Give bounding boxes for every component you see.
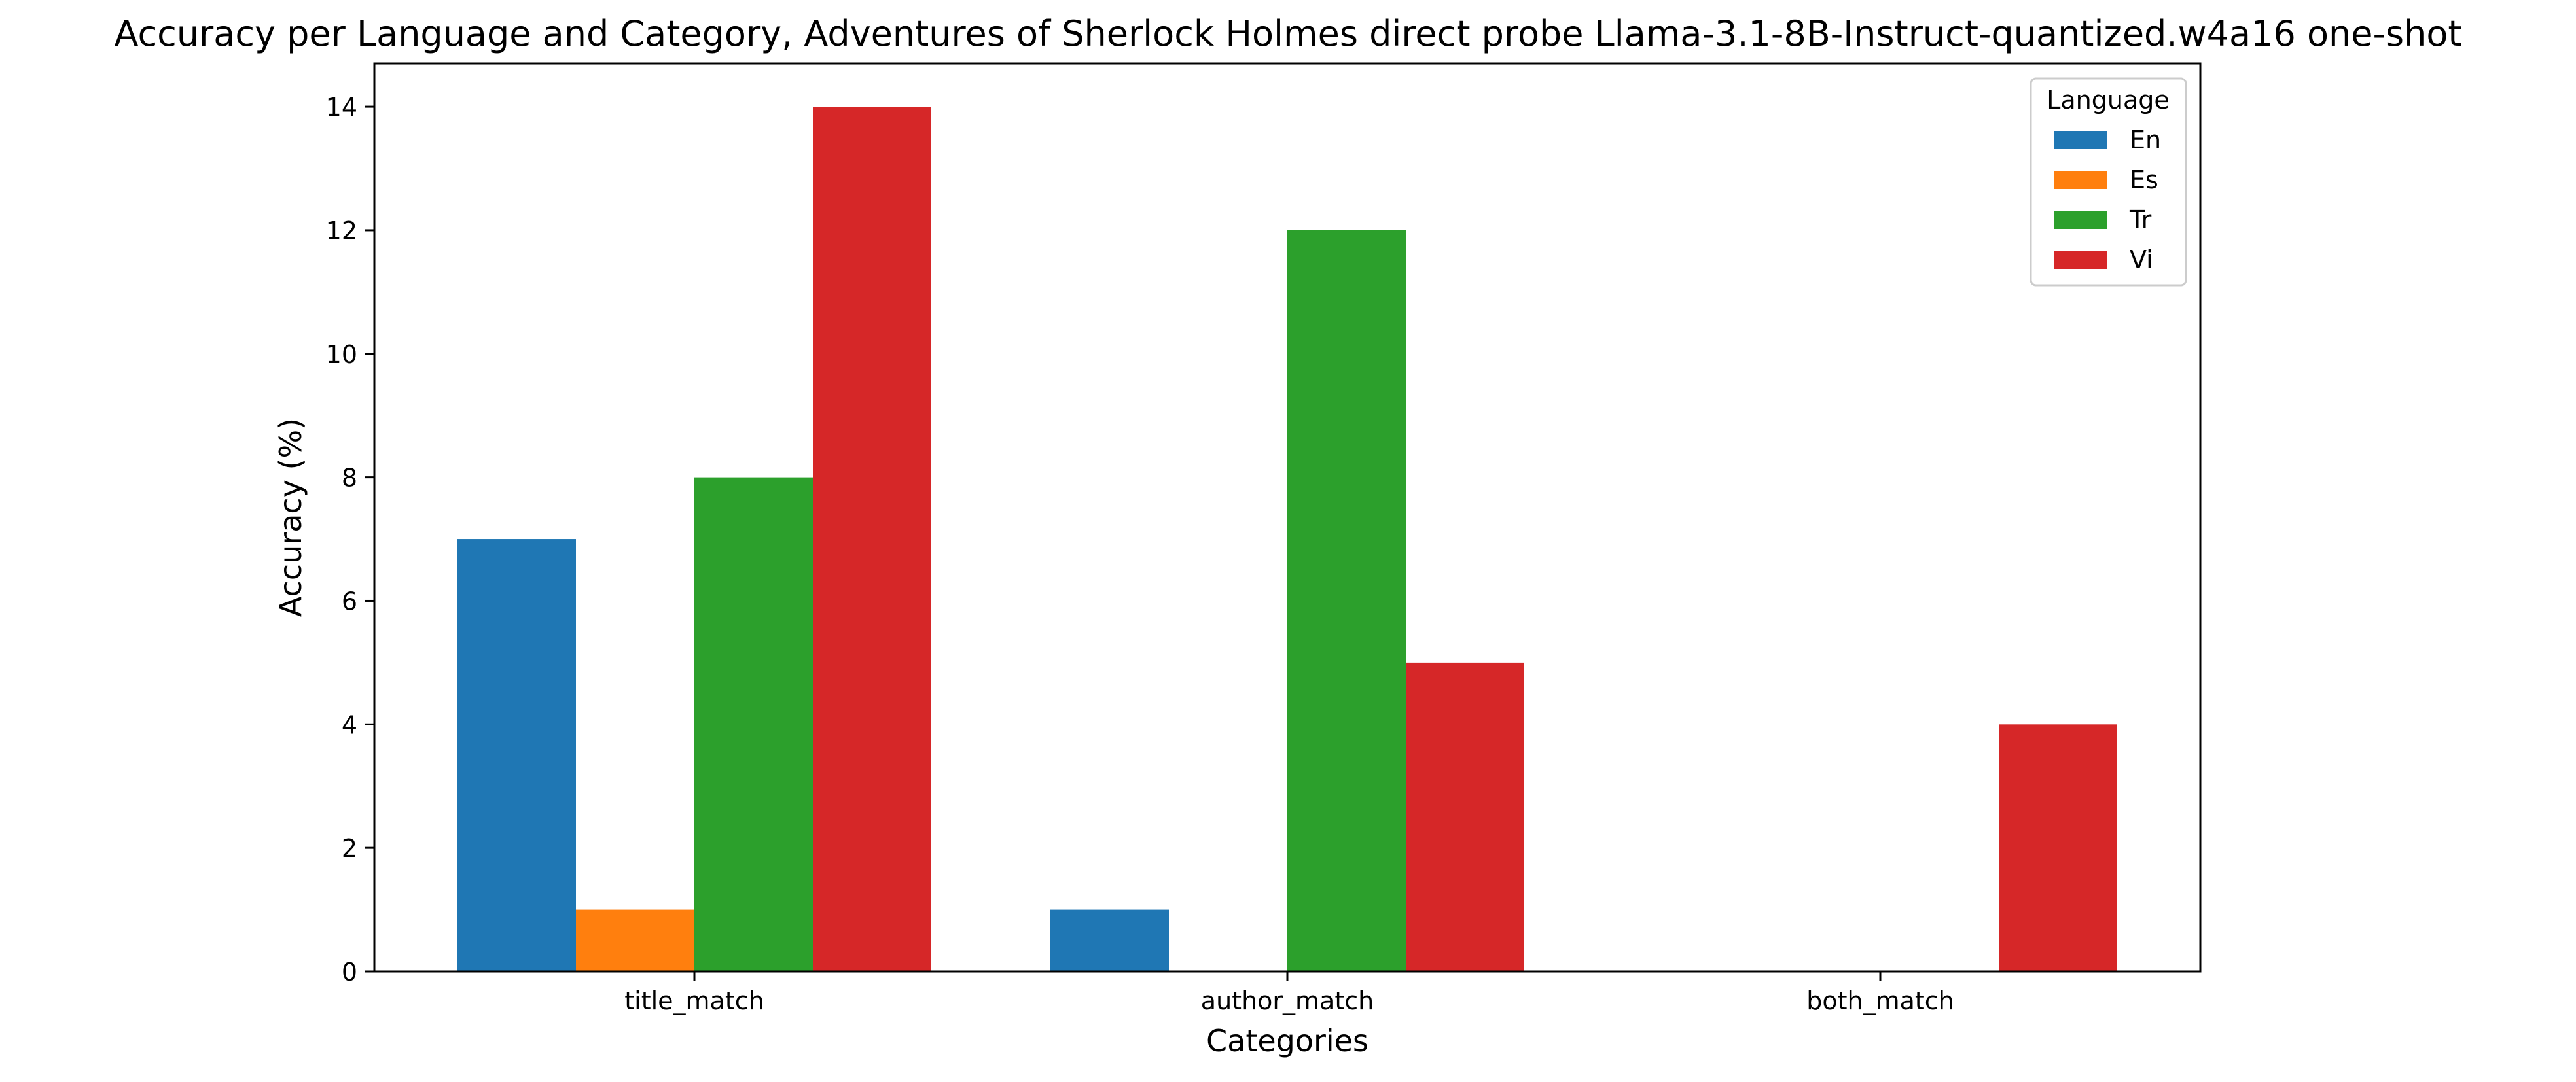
chart-title: Accuracy per Language and Category, Adve… <box>114 13 2461 54</box>
legend: Language En Es Tr Vi <box>2030 77 2187 287</box>
x-tick-label: author_match <box>1201 986 1374 1015</box>
legend-title: Language <box>2047 86 2170 114</box>
x-axis-label: Categories <box>1206 1023 1368 1058</box>
legend-label-vi: Vi <box>2130 245 2153 274</box>
y-tick-label: 8 <box>342 464 357 493</box>
legend-swatch-en <box>2054 131 2107 149</box>
bar-es-title-match <box>576 909 694 971</box>
y-tick-label: 2 <box>342 834 357 863</box>
legend-box <box>2030 77 2187 287</box>
y-tick-label: 4 <box>342 710 357 739</box>
legend-swatch-tr <box>2054 211 2107 229</box>
y-axis: 0 2 4 6 8 10 12 14 <box>326 93 374 986</box>
bar-tr-author-match <box>1287 230 1406 972</box>
y-tick-label: 10 <box>326 340 357 369</box>
y-tick-label: 12 <box>326 217 357 245</box>
x-axis: title_match author_match both_match <box>624 971 1954 1015</box>
y-axis-label: Accuracy (%) <box>273 418 308 617</box>
bar-vi-author-match <box>1406 662 1524 971</box>
y-tick-label: 6 <box>342 587 357 616</box>
y-tick-label: 0 <box>342 958 357 986</box>
bar-en-author-match <box>1050 909 1169 971</box>
legend-swatch-vi <box>2054 251 2107 269</box>
bar-vi-title-match <box>813 107 931 972</box>
y-tick-label: 14 <box>326 93 357 122</box>
legend-items: En Es Tr Vi <box>2054 126 2161 274</box>
bar-tr-title-match <box>694 477 813 971</box>
legend-label-es: Es <box>2130 166 2158 194</box>
x-tick-label: title_match <box>624 986 764 1015</box>
legend-label-tr: Tr <box>2129 205 2152 234</box>
legend-swatch-es <box>2054 171 2107 189</box>
bar-vi-both-match <box>1999 724 2117 971</box>
bar-en-title-match <box>457 539 576 971</box>
bars-layer <box>457 107 2117 972</box>
x-tick-label: both_match <box>1806 986 1954 1015</box>
legend-label-en: En <box>2130 126 2161 154</box>
